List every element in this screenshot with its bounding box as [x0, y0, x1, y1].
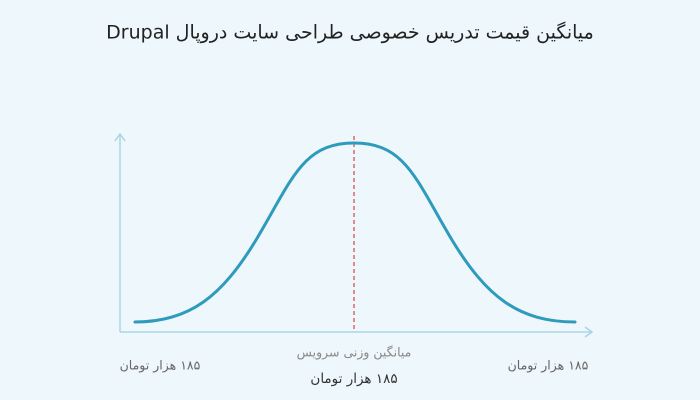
center-value: ۱۸۵ هزار تومان	[310, 371, 397, 387]
center-caption: میانگین وزنی سرویس	[297, 345, 412, 361]
y-arrow	[114, 132, 126, 142]
right-label: ۱۸۵ هزار تومان	[508, 358, 589, 374]
x-arrow	[584, 326, 594, 338]
title: میانگین قیمت تدریس خصوصی طراحی سایت دروپ…	[106, 21, 594, 44]
bell-curve	[133, 141, 577, 324]
left-label: ۱۸۵ هزار تومان	[120, 358, 201, 374]
axes	[114, 132, 594, 338]
